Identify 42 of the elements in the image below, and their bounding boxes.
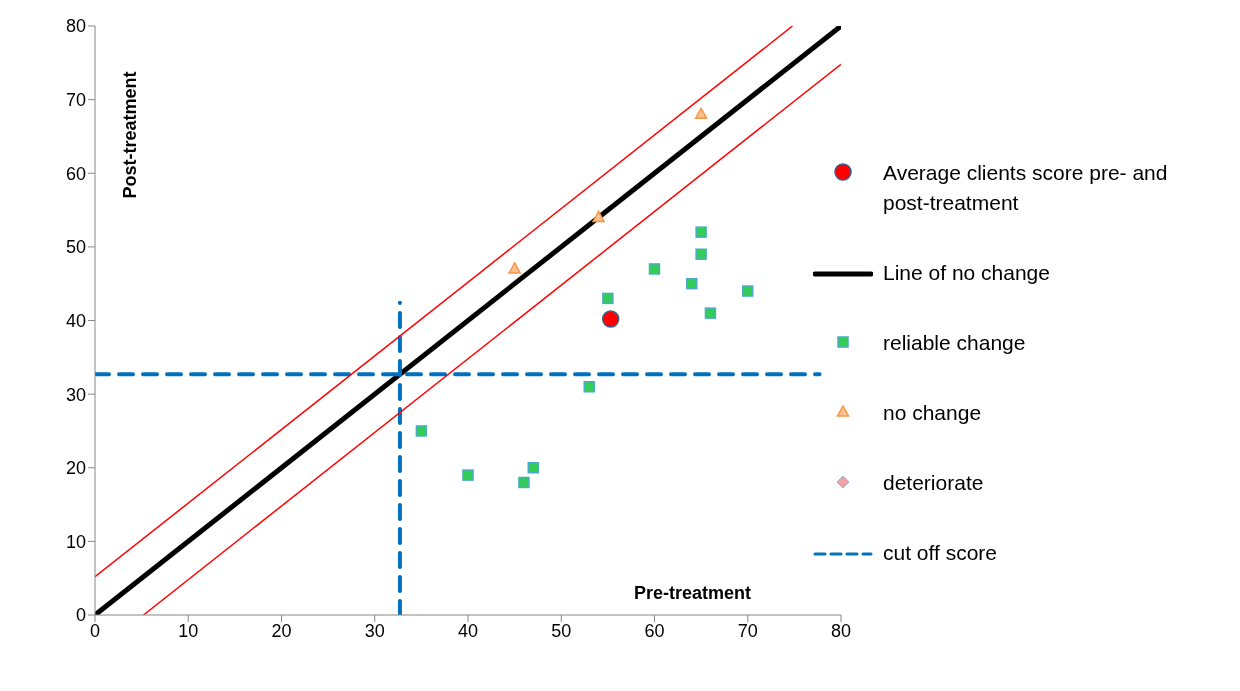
x-tick-label: 40 [457,620,479,641]
x-axis-title: Pre-treatment [634,583,752,604]
y-tick-label: 70 [65,90,86,111]
y-tick-label: 60 [65,163,86,184]
legend-label: no change [883,400,983,426]
x-tick-label: 60 [644,620,665,641]
point [592,210,605,223]
y-tick-label: 20 [65,458,86,479]
point [508,262,521,274]
legend-label: Line of no change [883,260,1051,286]
legend-label: Average clients score pre- and post-treatment [883,160,1169,216]
point [518,476,530,489]
y-tick-label: 0 [75,605,86,626]
y-tick-label: 30 [65,384,86,405]
x-tick-label: 0 [89,620,101,641]
point [686,277,698,290]
point [527,462,540,474]
point [462,469,474,481]
point [583,381,595,393]
y-tick-label: 80 [65,16,86,37]
legend-label: reliable change [883,330,1027,356]
x-tick-label: 80 [830,620,852,641]
point [415,425,428,437]
point [648,263,661,275]
point [704,307,717,319]
y-axis-title: Post-treatment [119,71,141,199]
point [601,310,620,328]
legend-label: cut off score [883,540,998,566]
y-tick-label: 10 [65,531,86,552]
x-tick-label: 30 [364,620,385,641]
x-tick-label: 20 [271,620,292,641]
x-tick-label: 10 [178,620,199,641]
x-tick-label: 70 [737,620,758,641]
point [742,285,754,297]
legend-label: deteriorate [883,470,985,496]
point [695,248,707,260]
point [602,292,614,305]
point [695,226,707,238]
y-tick-label: 40 [65,310,86,331]
y-tick-label: 50 [65,237,86,258]
x-tick-label: 50 [551,620,572,641]
point [694,107,708,120]
